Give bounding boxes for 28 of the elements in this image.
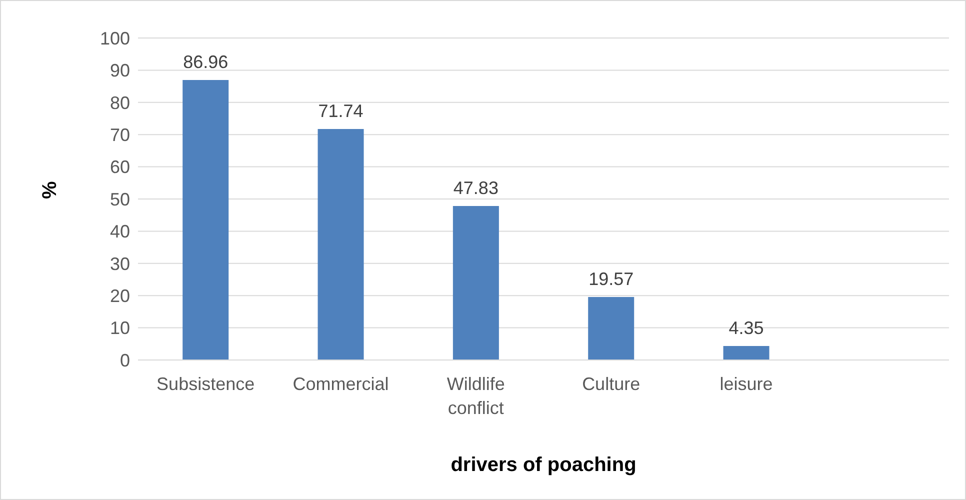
bar (723, 346, 770, 360)
x-axis-title: drivers of poaching (450, 454, 636, 476)
bar (452, 206, 499, 360)
y-tick-label: 60 (110, 157, 130, 178)
y-tick-label: 20 (110, 286, 130, 306)
data-label: 4.35 (728, 318, 764, 338)
y-axis-title: % (39, 181, 62, 199)
bar (182, 80, 229, 360)
y-tick-label: 40 (110, 222, 130, 242)
x-tick-label: Commercial (292, 374, 389, 394)
y-tick-label: 80 (110, 92, 130, 113)
data-label: 19.57 (588, 268, 634, 289)
y-tick-label: 100 (100, 28, 130, 48)
bar (588, 296, 634, 360)
bar (318, 128, 364, 360)
x-tick-label: Wildlife conflict (446, 374, 505, 418)
x-tick-label: leisure (720, 374, 773, 394)
y-tick-label: 10 (110, 318, 130, 338)
data-label: 86.96 (183, 52, 228, 72)
x-tick-label: Subsistence (156, 374, 255, 394)
data-label: 47.83 (453, 178, 498, 198)
y-tick-label: 30 (110, 254, 130, 274)
x-tick-label: Culture (582, 374, 640, 394)
y-tick-label: 90 (110, 60, 130, 81)
y-tick-label: 0 (120, 350, 130, 370)
data-label: 71.74 (318, 100, 364, 121)
y-tick-label: 50 (110, 189, 130, 210)
y-tick-label: 70 (110, 124, 130, 145)
